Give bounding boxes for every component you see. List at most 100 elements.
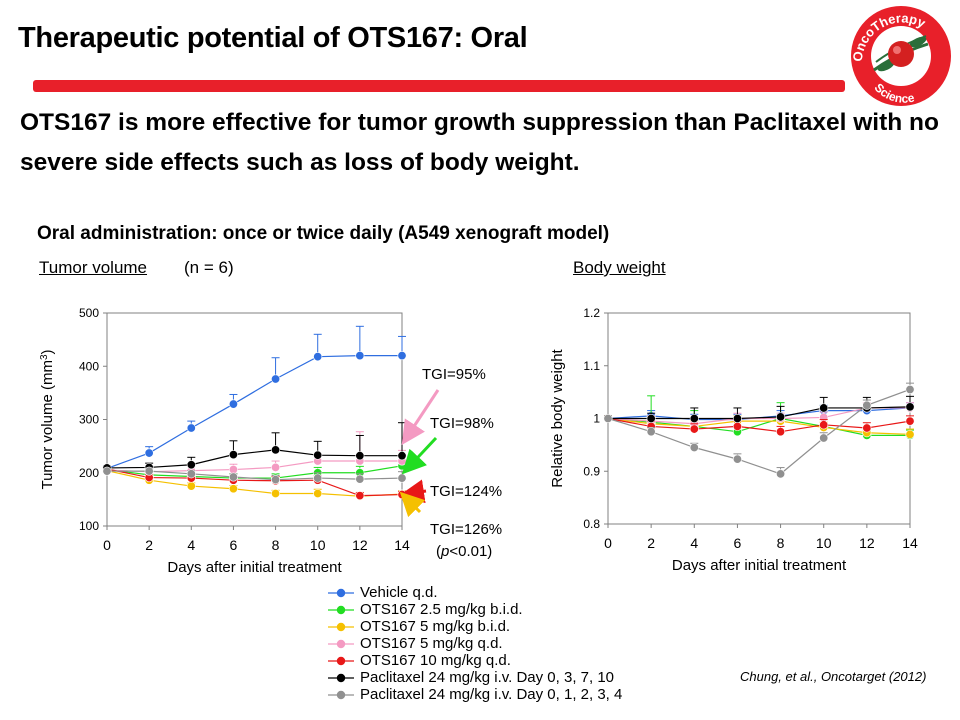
data-point	[397, 473, 407, 483]
legend-dot	[336, 690, 346, 700]
x-axis-label: Days after initial treatment	[672, 557, 847, 574]
legend-marker	[328, 639, 354, 649]
y-axis-label: Relative body weight	[549, 348, 566, 487]
x-tick-label: 4	[187, 537, 195, 553]
y-axis-label: Tumor volume (mm3)	[39, 349, 57, 489]
series-line	[607, 407, 910, 425]
data-point	[397, 351, 407, 361]
data-point	[271, 475, 281, 485]
headline: OTS167 is more effective for tumor growt…	[20, 109, 939, 176]
data-point	[355, 351, 365, 361]
x-tick-label: 12	[352, 537, 368, 553]
title-underline-bar	[33, 80, 845, 92]
tgi-significance: (p<0.01)	[436, 543, 492, 560]
series-line	[106, 449, 402, 469]
data-point	[186, 481, 196, 491]
weight-panel-label: Body weight	[573, 258, 666, 277]
x-tick-label: 6	[230, 537, 238, 553]
tgi-arrow	[401, 389, 440, 446]
data-point	[186, 469, 196, 479]
data-point	[271, 462, 281, 472]
data-point	[355, 491, 365, 501]
data-point	[689, 443, 699, 453]
y-tick-label: 400	[79, 359, 99, 373]
data-point	[776, 427, 786, 437]
data-point	[819, 403, 829, 413]
legend-dot	[336, 588, 346, 598]
data-point	[689, 414, 699, 424]
data-point	[905, 416, 915, 426]
legend-marker	[328, 622, 354, 632]
x-tick-label: 0	[604, 535, 612, 551]
data-point	[271, 489, 281, 499]
series-line	[607, 388, 911, 475]
y-tick-label: 0.9	[583, 464, 600, 478]
legend-label: Paclitaxel 24 mg/kg i.v. Day 0, 1, 2, 3,…	[360, 686, 623, 703]
x-tick-label: 4	[690, 535, 698, 551]
p-symbol: p	[440, 543, 449, 560]
tgi-annotation: TGI=126%	[430, 521, 502, 538]
series-5	[603, 414, 915, 437]
data-point	[603, 414, 613, 424]
data-point	[776, 412, 786, 422]
y-tick-label: 1	[593, 412, 600, 426]
y-tick-label: 300	[79, 413, 99, 427]
data-point	[776, 469, 786, 479]
legend-marker	[328, 673, 354, 683]
data-point	[144, 448, 154, 458]
x-tick-label: 8	[777, 535, 785, 551]
legend-label: Paclitaxel 24 mg/kg i.v. Day 0, 3, 7, 10	[360, 669, 615, 686]
x-tick-label: 0	[103, 537, 111, 553]
legend-label: OTS167 2.5 mg/kg b.i.d.	[360, 601, 523, 618]
data-point	[228, 465, 238, 475]
y-tick-label: 200	[79, 466, 99, 480]
x-axis-label: Days after initial treatment	[167, 559, 342, 576]
data-point	[186, 460, 196, 470]
data-point	[732, 454, 742, 464]
slide-title: Therapeutic potential of OTS167: Oral	[18, 22, 528, 54]
tumor-volume-chart: 100 200 300 400 500 0 2 4 6 8 10 12 14 Days after ini…	[39, 306, 503, 576]
legend-label: Vehicle q.d.	[360, 584, 438, 601]
data-point	[905, 384, 915, 394]
series-line	[106, 468, 403, 497]
x-tick-label: 12	[859, 535, 875, 551]
body-weight-chart: 0.8 0.9 1 1.1 1.2 0 2 4 6 8 10 12 14 Days after initi…	[549, 306, 918, 574]
data-point	[313, 450, 323, 460]
y-tick-label: 1.1	[583, 359, 600, 373]
x-tick-label: 10	[310, 537, 326, 553]
data-point	[732, 421, 742, 431]
series-1	[102, 325, 407, 473]
data-point	[102, 466, 112, 476]
legend-marker	[328, 656, 354, 666]
series-line	[106, 470, 403, 497]
data-point	[819, 433, 829, 443]
sample-size-label: (n = 6)	[184, 258, 234, 277]
tgi-arrow	[401, 436, 438, 475]
legend-dot	[336, 639, 346, 649]
legend-dot	[336, 605, 346, 615]
series-line	[106, 354, 402, 470]
data-point	[905, 429, 915, 439]
data-point	[228, 450, 238, 460]
series-line	[607, 417, 911, 435]
data-point	[271, 374, 281, 384]
tgi-annotation: TGI=98%	[430, 415, 494, 432]
legend-label: OTS167 5 mg/kg b.i.d.	[360, 618, 511, 635]
series-line	[607, 417, 911, 433]
series-7	[603, 382, 915, 479]
legend-dot	[336, 656, 346, 666]
x-tick-label: 2	[145, 537, 153, 553]
y-axis-label-superscript: 3	[39, 354, 50, 360]
legend-dot	[336, 622, 346, 632]
data-point	[819, 420, 829, 430]
data-point	[313, 489, 323, 499]
y-tick-label: 0.8	[583, 517, 600, 531]
data-point	[228, 484, 238, 494]
x-tick-label: 10	[816, 535, 832, 551]
data-point	[186, 423, 196, 433]
data-point	[646, 414, 656, 424]
oncotherapy-logo: OncoTherapy Science	[850, 6, 951, 106]
data-point	[313, 352, 323, 362]
tgi-annotation: TGI=95%	[422, 366, 486, 383]
data-point	[397, 451, 407, 461]
